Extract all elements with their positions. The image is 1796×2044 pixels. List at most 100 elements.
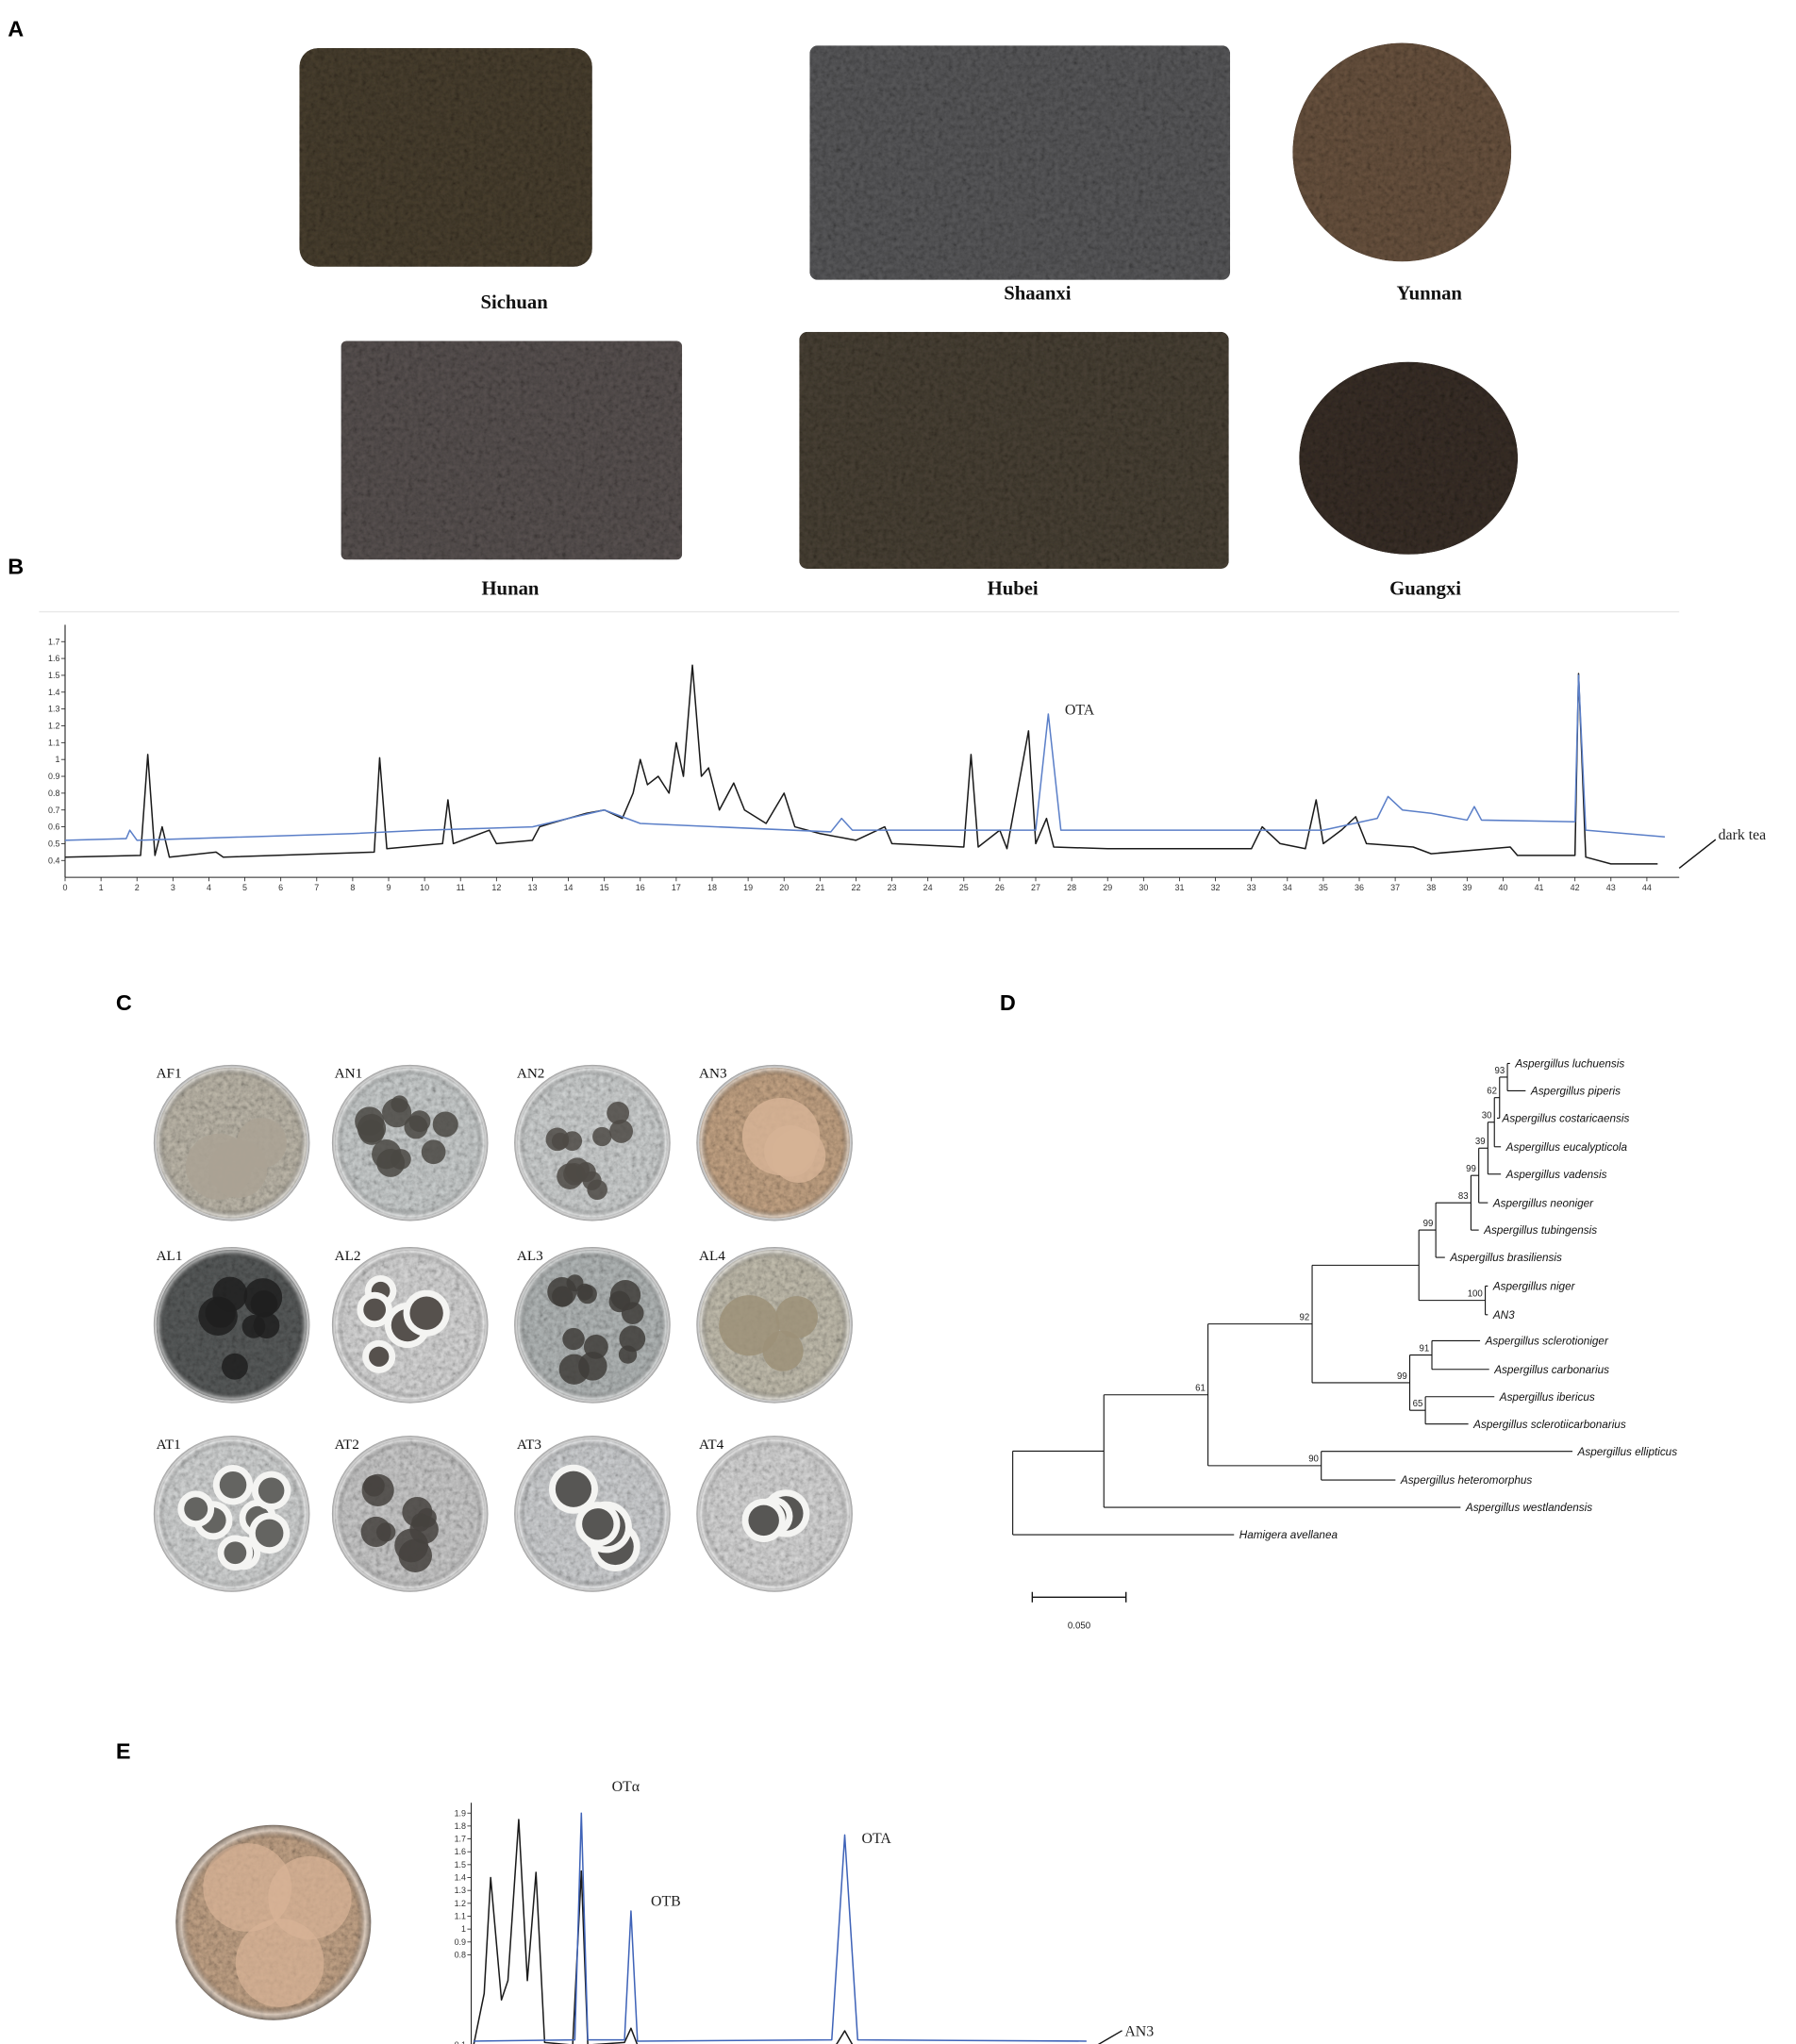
petri-plates: AF1 AN1 AN2 AN3 AL1 AL2 AL3 AL4 AT1 AT2 AT3 AT4 (153, 1064, 853, 1592)
isolate-label: AT3 (517, 1437, 541, 1453)
dish-rim (153, 1247, 310, 1404)
y-tick-label: 1.8 (455, 1821, 466, 1831)
y-tick-label: 1 (55, 755, 59, 764)
taxon-label: Aspergillus ibericus (1499, 1391, 1595, 1404)
peak-annotation: OTB (651, 1893, 681, 1909)
x-tick-label: 38 (1426, 883, 1436, 892)
y-tick-label: 0.8 (455, 1951, 466, 1960)
x-tick-label: 12 (491, 883, 501, 892)
trace-label: AN3 (1124, 2023, 1154, 2039)
x-tick-label: 8 (350, 883, 355, 892)
dish-rim (514, 1064, 671, 1221)
x-tick-label: 16 (636, 883, 645, 892)
taxon-label: Aspergillus ellipticus (1577, 1446, 1678, 1458)
x-tick-label: 42 (1571, 883, 1580, 892)
bootstrap-value: 90 (1308, 1454, 1319, 1465)
x-tick-label: 19 (743, 883, 753, 892)
x-tick-label: 40 (1498, 883, 1507, 892)
trace-label: dark tea (1719, 827, 1767, 843)
x-tick-label: 34 (1283, 883, 1292, 892)
x-tick-label: 36 (1355, 883, 1364, 892)
dish-rim (331, 1436, 489, 1592)
region-label: Hubei (988, 579, 1039, 600)
tea-photos (299, 42, 1519, 570)
dish-rim (175, 1824, 372, 2020)
x-tick-label: 31 (1174, 883, 1184, 892)
x-tick-label: 9 (387, 883, 391, 892)
region-label: Yunnan (1397, 283, 1463, 304)
peak-annotation: OTA (1065, 703, 1095, 719)
x-tick-label: 4 (207, 883, 211, 892)
x-tick-label: 32 (1211, 883, 1221, 892)
taxon-label: Aspergillus heteromorphus (1400, 1474, 1533, 1487)
y-tick-label: 0.9 (48, 772, 59, 781)
leader-line (1097, 2030, 1122, 2044)
dish-rim (153, 1064, 310, 1221)
region-label: Shaanxi (1004, 283, 1072, 304)
taxon-label: Aspergillus sclerotiicarbonarius (1472, 1419, 1626, 1431)
x-tick-label: 7 (314, 883, 319, 892)
isolate-label: AL1 (157, 1248, 183, 1264)
scale-bar-label: 0.050 (1068, 1620, 1090, 1631)
trace (473, 1812, 1087, 2042)
x-tick-label: 30 (1139, 883, 1148, 892)
x-tick-label: 1 (99, 883, 104, 892)
y-tick-label: 1.2 (455, 1899, 466, 1908)
x-tick-label: 26 (995, 883, 1005, 892)
bootstrap-value: 83 (1458, 1191, 1469, 1202)
x-tick-label: 3 (171, 883, 175, 892)
bootstrap-value: 93 (1495, 1066, 1505, 1076)
chromatogram-e: 1234567891011121314150.10.80.911.11.21.3… (455, 1803, 1087, 2044)
y-tick-label: 1.2 (48, 722, 59, 731)
region-label: Sichuan (480, 292, 548, 313)
y-tick-label: 1.3 (48, 705, 59, 714)
trace (64, 674, 1666, 841)
x-tick-label: 37 (1390, 883, 1400, 892)
bootstrap-value: 39 (1475, 1137, 1486, 1147)
y-tick-label: 0.8 (48, 789, 59, 798)
x-tick-label: 44 (1642, 883, 1652, 892)
x-tick-label: 24 (923, 883, 933, 892)
y-tick-label: 1.7 (455, 1835, 466, 1844)
panel-label: C (116, 990, 132, 1015)
x-tick-label: 15 (600, 883, 609, 892)
an3-plate (175, 1824, 372, 2020)
x-tick-label: 20 (779, 883, 789, 892)
trace (64, 664, 1658, 865)
x-tick-label: 43 (1606, 883, 1616, 892)
x-tick-label: 28 (1067, 883, 1076, 892)
y-tick-label: 1.6 (48, 654, 59, 663)
y-tick-label: 1.1 (48, 738, 59, 747)
y-tick-label: 1.3 (455, 1886, 466, 1895)
chromatogram-b: 0 1 2 3 4 5 6 7 8 9 10 11 12 13 14 15 16 17 18 19 20 21 22 23 24… (39, 610, 1680, 892)
y-tick-label: 1.1 (455, 1912, 466, 1921)
x-tick-label: 5 (242, 883, 247, 892)
loose-tea-photo (1299, 361, 1519, 555)
panel-label: D (1000, 990, 1016, 1015)
x-tick-label: 22 (851, 883, 860, 892)
y-tick-label: 0.4 (48, 856, 59, 865)
x-tick-label: 2 (135, 883, 140, 892)
x-tick-label: 17 (672, 883, 681, 892)
y-tick-label: 1 (461, 1924, 466, 1934)
dish-rim (696, 1247, 853, 1404)
x-tick-label: 41 (1535, 883, 1544, 892)
taxon-label: Aspergillus tubingensis (1483, 1224, 1597, 1237)
taxon-label: Aspergillus vadensis (1505, 1169, 1607, 1181)
tea-brick-photo (799, 331, 1229, 570)
x-tick-label: 29 (1103, 883, 1112, 892)
y-tick-label: 0.7 (48, 806, 59, 815)
tea-brick-photo (809, 45, 1231, 280)
y-tick-label: 1.4 (455, 1873, 466, 1883)
y-tick-label: 1.5 (455, 1860, 466, 1870)
isolate-label: AN1 (335, 1066, 362, 1082)
x-tick-label: 10 (420, 883, 429, 892)
x-tick-label: 6 (278, 883, 283, 892)
panel-label: A (8, 17, 24, 42)
x-tick-label: 18 (707, 883, 717, 892)
tea-brick-photo (299, 48, 592, 267)
bootstrap-value: 30 (1482, 1111, 1492, 1122)
taxon-label: Aspergillus westlandensis (1465, 1502, 1592, 1514)
taxon-label: Aspergillus neoniger (1492, 1197, 1594, 1209)
x-tick-label: 11 (457, 883, 465, 892)
